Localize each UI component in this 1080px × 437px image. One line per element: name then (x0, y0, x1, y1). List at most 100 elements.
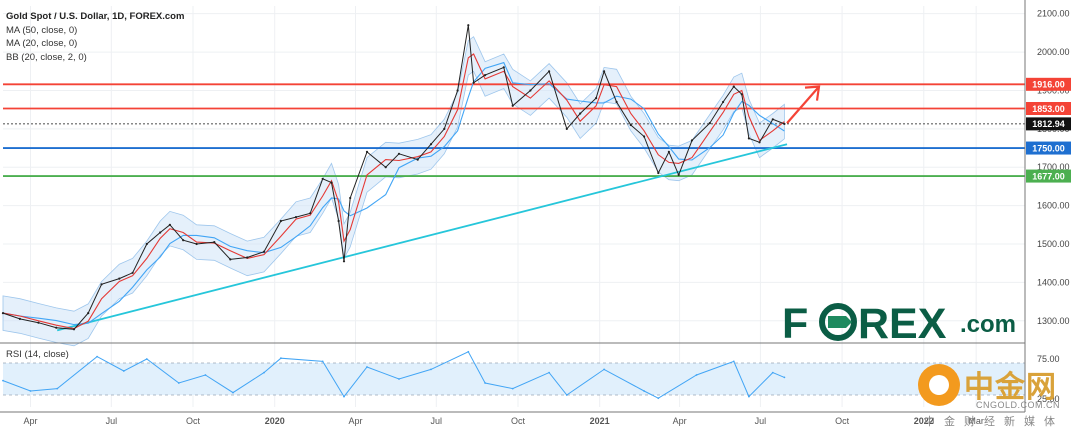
rsi-point-22 (643, 390, 645, 392)
price-point-3 (55, 326, 58, 329)
ma50-line (2, 61, 785, 326)
rsi-point-2 (56, 387, 59, 390)
price-point-49 (677, 173, 680, 176)
watermark-chinese: 中金网 (964, 370, 1057, 405)
price-point-35 (484, 74, 487, 77)
brand-text-f: F (782, 300, 808, 348)
horizontal-levels (3, 83, 1025, 177)
price-point-53 (732, 85, 735, 88)
price-point-46 (643, 135, 646, 138)
price-point-58 (783, 122, 786, 125)
price-point-25 (349, 196, 352, 200)
price-point-40 (565, 127, 568, 130)
price-point-33 (467, 24, 470, 27)
price-point-10 (159, 231, 162, 234)
brand-o-mark (819, 303, 857, 341)
chart-legend: Gold Spot / U.S. Dollar, 1D, FOREX.com M… (6, 10, 184, 64)
y-tick-label-6: 1500.00 (1037, 239, 1070, 249)
price-point-28 (397, 152, 401, 155)
rsi-point-27 (771, 371, 774, 374)
price-point-20 (309, 212, 312, 215)
price-point-31 (443, 127, 446, 130)
ma20-line (2, 53, 785, 330)
rsi-point-25 (732, 360, 735, 363)
price-point-5 (87, 312, 90, 315)
y-tick-label-7: 1400.00 (1037, 277, 1070, 287)
rsi-point-19 (548, 371, 550, 374)
bollinger-band (2, 36, 785, 347)
price-point-29 (416, 158, 419, 161)
rsi-legend: RSI (14, close) (6, 349, 69, 360)
price-point-24 (342, 260, 346, 263)
price-point-23 (337, 219, 340, 223)
rsi-point-20 (565, 394, 568, 396)
price-point-19 (294, 216, 298, 219)
rsi-point-13 (366, 366, 368, 368)
x-tick-label-8: Apr (673, 416, 687, 426)
y-tick-label-4: 1700.00 (1037, 162, 1070, 172)
price-point-13 (195, 242, 198, 246)
rsi-point-17 (484, 382, 486, 384)
x-tick-label-3: 2020 (265, 416, 285, 426)
rsi-point-15 (430, 368, 432, 371)
price-series-group (1, 24, 786, 331)
level-label-3: 1750.00 (1032, 143, 1065, 153)
price-point-9 (145, 242, 148, 246)
forecast-arrow-shaft (786, 85, 820, 124)
legend-ma50: MA (50, close, 0) (6, 24, 78, 36)
legend-bb: BB (20, close, 2, 0) (6, 51, 87, 63)
watermark-subtitle: 中金财经新媒体 (924, 415, 1064, 428)
price-point-41 (579, 112, 582, 115)
forecast-arrow-head (804, 85, 821, 101)
level-badge-4 (1026, 169, 1071, 183)
x-tick-label-1: Jul (106, 416, 118, 426)
rsi-point-28 (783, 376, 786, 379)
price-point-38 (529, 89, 532, 92)
price-point-0 (1, 312, 5, 315)
price-point-11 (168, 223, 171, 226)
rsi-panel (2, 350, 1025, 400)
price-point-32 (456, 89, 459, 92)
price-point-22 (330, 181, 333, 184)
level-label-2: 1812.94 (1032, 119, 1065, 129)
y-tick-label-8: 1300.00 (1037, 316, 1070, 326)
price-point-30 (429, 143, 433, 146)
price-point-54 (740, 93, 743, 96)
x-tick-label-10: Oct (835, 416, 850, 426)
x-tick-label-12: Mar (968, 416, 984, 426)
rsi-point-11 (321, 360, 324, 363)
rsi-point-6 (177, 382, 180, 384)
price-point-51 (708, 122, 711, 125)
rsi-point-9 (263, 371, 265, 374)
brand-text-com: .com (960, 311, 1016, 338)
x-tick-label-2: Oct (186, 416, 201, 426)
x-tick-label-7: 2021 (590, 416, 610, 426)
rsi-point-5 (145, 358, 148, 360)
y-tick-label-1: 2000.00 (1037, 47, 1070, 57)
price-point-50 (690, 139, 694, 142)
forex-logo: F REX .com (782, 300, 1016, 348)
rsi-point-10 (280, 357, 282, 360)
trendline-group (56, 85, 821, 332)
x-tick-label-11: 2022 (914, 416, 934, 426)
rsi-point-18 (511, 387, 514, 390)
price-point-37 (511, 104, 514, 107)
price-point-36 (502, 66, 505, 69)
level-label-1: 1853.00 (1032, 104, 1065, 114)
cngold-watermark: 中金网 CNGOLD.COM.CN 中金财经新媒体 (918, 356, 1078, 434)
x-tick-label-0: Apr (24, 416, 38, 426)
x-tick-label-6: Oct (511, 416, 526, 426)
rsi-point-1 (29, 390, 32, 392)
level-badge-3 (1026, 141, 1071, 155)
rsi-point-26 (748, 395, 750, 398)
price-point-47 (657, 171, 660, 175)
level-label-0: 1916.00 (1032, 80, 1065, 90)
rsi-point-4 (122, 370, 125, 372)
level-badge-1 (1026, 102, 1071, 116)
price-point-1 (18, 317, 21, 320)
price-point-48 (667, 150, 671, 153)
price-point-42 (595, 97, 598, 100)
price-point-55 (747, 137, 751, 140)
chart-title: Gold Spot / U.S. Dollar, 1D, FOREX.com (6, 11, 185, 22)
